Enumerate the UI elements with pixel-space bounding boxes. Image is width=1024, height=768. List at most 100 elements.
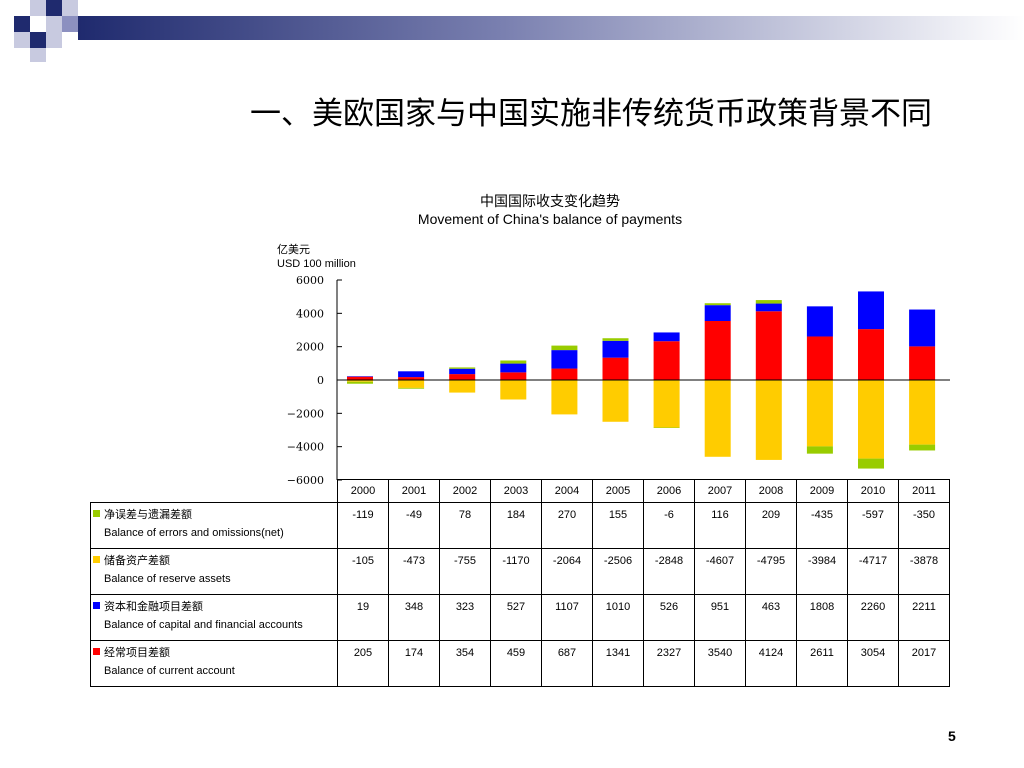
bar-2-2007	[704, 305, 731, 321]
bar-2-2001	[398, 371, 425, 378]
data-label: -435	[796, 502, 848, 549]
data-label: 78	[439, 502, 491, 549]
data-label: -4795	[745, 548, 797, 595]
data-label: 323	[439, 594, 491, 641]
data-label: -3984	[796, 548, 848, 595]
legend-entry: 储备资产差额 Balance of reserve assets	[90, 548, 338, 595]
x-tick-label: 2003	[490, 479, 542, 503]
bar-2-2008	[755, 303, 782, 312]
bar-1-2006	[653, 380, 680, 428]
page-number: 5	[948, 728, 956, 744]
bar-1-2002	[449, 380, 476, 393]
legend-swatch	[93, 510, 100, 517]
bar-2-2006	[653, 332, 680, 342]
data-label: 687	[541, 640, 593, 687]
data-label: 526	[643, 594, 695, 641]
legend-label-en: Balance of current account	[104, 665, 235, 677]
bar-3-2007	[704, 321, 731, 380]
bar-0-2010	[858, 458, 884, 469]
bar-1-2011	[909, 380, 936, 445]
bar-0-2006	[653, 427, 680, 428]
legend-label-en: Balance of reserve assets	[104, 573, 231, 585]
bar-2-2002	[449, 368, 476, 375]
bar-3-2010	[858, 329, 884, 380]
data-label: -2064	[541, 548, 593, 595]
chart-title: 中国国际收支变化趋势	[480, 193, 620, 209]
chart-subtitle: Movement of China's balance of payments	[417, 211, 683, 227]
bar-2-2004	[551, 350, 578, 369]
data-label: -2506	[592, 548, 644, 595]
bar-3-2005	[602, 357, 629, 380]
bar-0-2003	[500, 360, 527, 364]
data-label: 4124	[745, 640, 797, 687]
data-label: -1170	[490, 548, 542, 595]
bar-0-2009	[806, 446, 833, 454]
bar-3-2008	[755, 311, 782, 380]
data-label: 174	[388, 640, 440, 687]
data-label: 459	[490, 640, 542, 687]
y-axis-unit: 亿美元 USD 100 million	[277, 243, 356, 271]
bar-0-2005	[602, 338, 629, 341]
data-label: 951	[694, 594, 746, 641]
bar-0-2001	[398, 387, 425, 389]
table-row: 储备资产差额 Balance of reserve assets -105 -473-…	[90, 548, 950, 595]
header-decoration	[14, 0, 1024, 62]
data-label: 3540	[694, 640, 746, 687]
bar-2-2011	[909, 309, 936, 347]
legend-label-en: Balance of errors and omissions(net)	[104, 527, 284, 539]
data-label: 155	[592, 502, 644, 549]
data-label: -350	[898, 502, 950, 549]
data-label: -4717	[847, 548, 899, 595]
y-axis-unit-en: USD 100 million	[277, 258, 356, 270]
x-tick-label: 2007	[694, 479, 746, 503]
data-label: 1341	[592, 640, 644, 687]
legend-label-cn: 资本和金融项目差额	[104, 600, 203, 613]
bar-3-2003	[500, 372, 527, 380]
data-label: -6	[643, 502, 695, 549]
data-label: -119	[337, 502, 389, 549]
bar-0-2000	[347, 381, 373, 384]
x-tick-label: 2002	[439, 479, 491, 503]
data-label: -2848	[643, 548, 695, 595]
x-tick-label: 2005	[592, 479, 644, 503]
legend-entry: 净误差与遗漏差额 Balance of errors and omissions(…	[90, 502, 338, 549]
bar-1-2007	[704, 380, 731, 457]
bar-0-2004	[551, 345, 578, 351]
bar-0-2011	[909, 444, 936, 451]
data-label: 354	[439, 640, 491, 687]
data-label: 116	[694, 502, 746, 549]
legend-swatch	[93, 648, 100, 655]
bar-1-2005	[602, 380, 629, 422]
legend-entry: 资本和金融项目差额 Balance of capital and financia…	[90, 594, 338, 641]
data-label: 2211	[898, 594, 950, 641]
bar-3-2011	[909, 346, 936, 380]
x-tick-label: 2006	[643, 479, 695, 503]
data-label: 209	[745, 502, 797, 549]
legend-entry: 经常项目差额 Balance of current account	[90, 640, 338, 687]
data-label: -3878	[898, 548, 950, 595]
data-label: -755	[439, 548, 491, 595]
bar-1-2009	[806, 380, 833, 447]
legend-swatch	[93, 602, 100, 609]
bar-1-2004	[551, 380, 578, 415]
data-label: 19	[337, 594, 389, 641]
data-label: 2260	[847, 594, 899, 641]
data-label: 2611	[796, 640, 848, 687]
data-label: -105	[337, 548, 389, 595]
bar-3-2004	[551, 368, 578, 380]
bar-0-2007	[704, 303, 731, 306]
data-label: 2327	[643, 640, 695, 687]
bar-1-2008	[755, 380, 782, 460]
x-tick-label: 2009	[796, 479, 848, 503]
table-row: 资本和金融项目差额 Balance of capital and financia…	[90, 594, 950, 641]
data-label: 205	[337, 640, 389, 687]
legend-swatch	[93, 556, 100, 563]
bar-3-2000	[347, 376, 373, 380]
y-tick-label: 6000	[296, 274, 324, 287]
y-tick-label: 0	[317, 374, 324, 387]
bar-3-2002	[449, 374, 476, 380]
y-tick-label: 4000	[296, 307, 324, 320]
y-axis-unit-cn: 亿美元	[277, 243, 310, 256]
x-tick-label: 2004	[541, 479, 593, 503]
